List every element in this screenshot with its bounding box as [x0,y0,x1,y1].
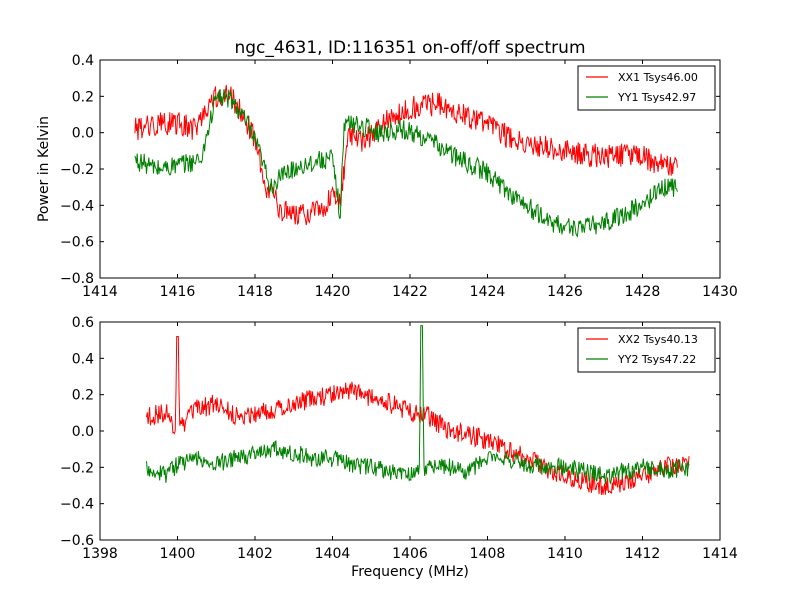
series-line [146,325,690,485]
series-line [146,336,690,495]
legend-label: XX1 Tsys46.00 [618,71,698,84]
x-tick-label: 1410 [547,546,583,562]
series-line [134,84,678,226]
x-tick-label: 1418 [237,284,273,300]
y-tick-label: 0.4 [72,53,94,69]
x-tick-label: 1408 [470,546,506,562]
x-tick-label: 1404 [315,546,351,562]
legend-box [577,327,716,373]
legend-label: YY2 Tsys47.22 [617,353,696,366]
tick-layer: 1414 1416 1418 1420 1422 1424 1426 1428 1430 −0.8… [60,53,738,300]
y-tick-label: −0.4 [60,497,94,513]
y-axis-label: Power in Kelvin [36,116,52,222]
x-tick-label: 1422 [392,284,428,300]
top-panel: ngc_4631, ID:116351 on-off/off spectrum … [36,38,738,300]
y-tick-label: 0.2 [72,89,94,105]
x-tick-label: 1420 [315,284,351,300]
x-tick-label: 1406 [392,546,428,562]
x-tick-label: 1402 [237,546,273,562]
y-tick-label: −0.2 [60,460,94,476]
legend: XX1 Tsys46.00 YY1 Tsys42.97 [577,65,716,111]
y-tick-label: 0.0 [72,126,94,142]
x-tick-label: 1424 [470,284,506,300]
x-tick-label: 1400 [160,546,196,562]
y-tick-label: 0.4 [72,351,94,367]
chart-title: ngc_4631, ID:116351 on-off/off spectrum [234,38,585,58]
legend-label: XX2 Tsys40.13 [618,333,698,346]
series-layer [146,325,690,495]
y-tick-label: −0.2 [60,162,94,178]
x-tick-label: 1412 [625,546,661,562]
x-tick-label: 1428 [625,284,661,300]
series-layer [134,84,678,238]
x-tick-label: 1430 [702,284,738,300]
x-tick-label: 1398 [82,546,118,562]
bottom-panel: Frequency (MHz) 1398 1400 1402 1404 1406 1408… [60,315,738,580]
y-tick-label: −0.6 [60,533,94,549]
x-tick-label: 1426 [547,284,583,300]
legend: XX2 Tsys40.13 YY2 Tsys47.22 [577,327,716,373]
y-tick-label: −0.8 [60,271,94,287]
y-tick-label: 0.2 [72,388,94,404]
x-tick-label: 1416 [160,284,196,300]
y-tick-label: 0.0 [72,424,94,440]
series-line [134,88,678,238]
x-tick-label: 1414 [82,284,118,300]
x-axis-label: Frequency (MHz) [351,564,469,580]
y-tick-label: −0.6 [60,235,94,251]
y-tick-label: −0.4 [60,198,94,214]
legend-label: YY1 Tsys42.97 [617,91,696,104]
tick-layer: 1398 1400 1402 1404 1406 1408 1410 1412 1414 −0.6… [60,315,738,562]
legend-box [577,65,716,111]
y-tick-label: 0.6 [72,315,94,331]
x-tick-label: 1414 [702,546,738,562]
